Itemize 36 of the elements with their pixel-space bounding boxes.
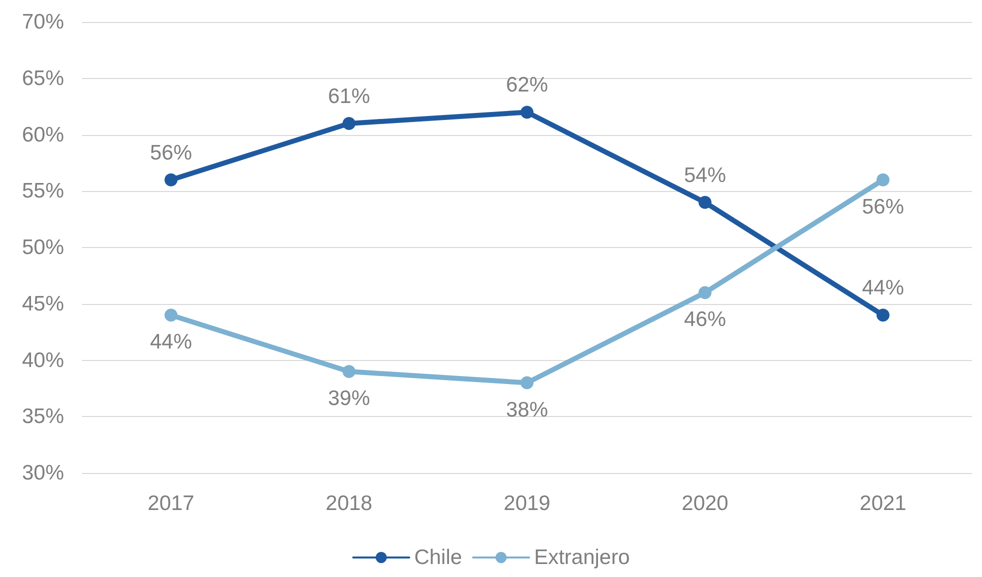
data-label: 38% bbox=[506, 398, 548, 422]
point bbox=[164, 308, 178, 322]
y-tick-label: 60% bbox=[22, 123, 64, 146]
data-label: 56% bbox=[862, 195, 904, 218]
point bbox=[520, 376, 534, 390]
data-label: 44% bbox=[150, 330, 192, 354]
point bbox=[876, 173, 890, 186]
data-label: 44% bbox=[862, 276, 904, 300]
point bbox=[520, 106, 534, 119]
point bbox=[698, 196, 712, 209]
y-tick-label: 70% bbox=[22, 10, 64, 34]
x-tick-label: 2018 bbox=[326, 492, 372, 515]
x-tick-label: 2021 bbox=[860, 492, 906, 515]
point bbox=[342, 365, 356, 378]
x-tick-label: 2017 bbox=[148, 492, 194, 515]
data-label: 61% bbox=[328, 84, 370, 108]
y-tick-label: 30% bbox=[22, 462, 64, 484]
legend-label: Extranjero bbox=[534, 546, 630, 569]
point bbox=[342, 116, 356, 130]
legend-label: Chile bbox=[414, 546, 462, 569]
y-tick-label: 55% bbox=[22, 180, 64, 203]
point bbox=[876, 308, 890, 322]
y-tick-label: 40% bbox=[22, 348, 64, 372]
point bbox=[164, 173, 178, 186]
x-tick-label: 2020 bbox=[682, 492, 728, 515]
y-tick-label: 45% bbox=[22, 292, 64, 316]
data-label: 54% bbox=[684, 164, 726, 187]
y-tick-label: 35% bbox=[22, 405, 64, 428]
point bbox=[698, 286, 712, 300]
y-tick-label: 50% bbox=[22, 236, 64, 259]
data-label: 39% bbox=[328, 387, 370, 410]
y-tick-label: 65% bbox=[22, 66, 64, 90]
data-label: 46% bbox=[684, 308, 726, 332]
data-label: 56% bbox=[150, 141, 192, 164]
x-tick-label: 2019 bbox=[504, 492, 550, 515]
data-label: 62% bbox=[506, 74, 548, 97]
